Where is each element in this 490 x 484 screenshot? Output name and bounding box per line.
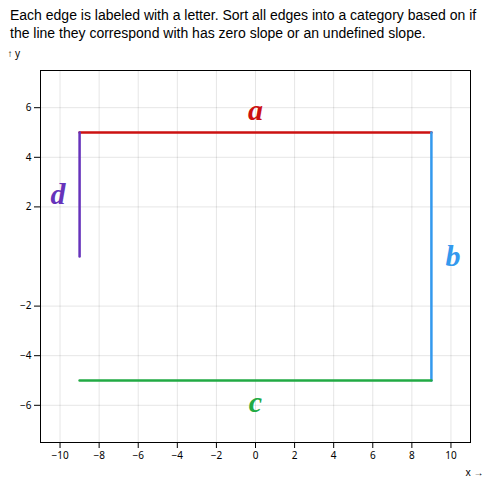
svg-text:2: 2: [26, 199, 32, 213]
svg-text:4: 4: [331, 448, 337, 462]
svg-text:−2: −2: [20, 298, 32, 312]
svg-text:↑ y: ↑ y: [8, 46, 22, 60]
svg-text:6: 6: [26, 100, 32, 114]
svg-text:a: a: [248, 93, 263, 126]
svg-text:8: 8: [409, 448, 415, 462]
svg-text:−4: −4: [20, 348, 32, 362]
svg-text:−8: −8: [93, 448, 105, 462]
svg-text:−10: −10: [51, 448, 68, 462]
svg-text:2: 2: [292, 448, 298, 462]
svg-text:d: d: [51, 177, 67, 210]
svg-text:6: 6: [370, 448, 376, 462]
svg-text:b: b: [445, 239, 460, 272]
svg-text:−6: −6: [20, 398, 32, 412]
svg-text:0: 0: [253, 448, 259, 462]
svg-text:4: 4: [26, 150, 32, 164]
svg-text:−2: −2: [211, 448, 223, 462]
svg-text:−6: −6: [133, 448, 145, 462]
html-text:Each edge is labeled with a le: Each edge is labeled with a letter. Sort…: [10, 7, 477, 41]
svg-text:x →: x →: [466, 465, 484, 479]
svg-text:10: 10: [445, 448, 457, 462]
svg-text:−4: −4: [172, 448, 184, 462]
svg-text:c: c: [249, 385, 262, 418]
